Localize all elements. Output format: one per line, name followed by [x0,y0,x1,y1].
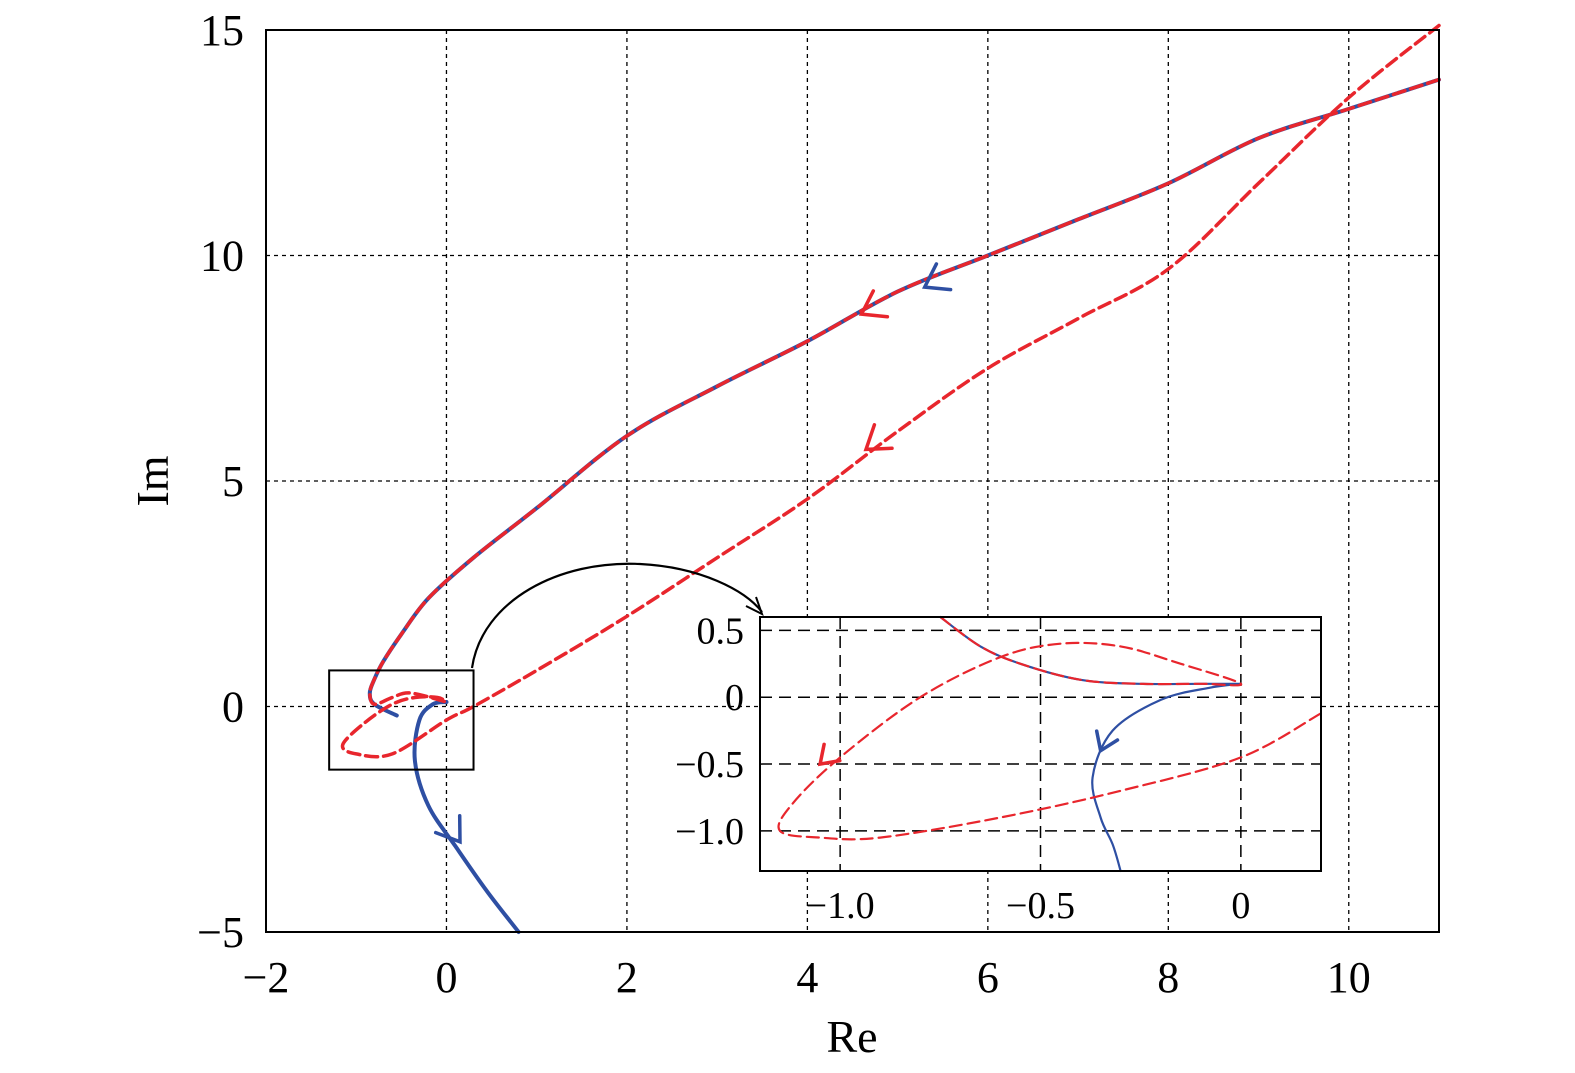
x-tick-label: 0 [435,953,457,1002]
inset-y-tick-label: −1.0 [675,811,744,853]
inset-series [777,615,1323,873]
blue-solid-locus-1 [1091,682,1242,873]
inset-y-tick-label: −0.5 [675,744,744,786]
red-direction-arrow-1 [858,289,890,319]
y-tick-label: 0 [222,683,244,732]
blue-direction-arrow-1 [1094,729,1120,754]
red-dashed-locus-1 [340,23,1441,759]
y-tick-label: 10 [200,232,244,281]
y-axis-label: Im [127,455,178,506]
inset-arrows [817,729,1120,767]
x-tick-label: −2 [243,953,290,1002]
zoom-connector-arrowhead [745,596,764,617]
main-series [340,23,1441,934]
zoom-box [328,669,475,771]
inset-x-tick-label: 0 [1231,885,1250,927]
x-axis-label: Re [826,1011,877,1062]
red-dashed-locus-0 [368,77,1441,706]
blue-solid-locus-1 [412,700,521,934]
x-tick-label: 8 [1157,953,1179,1002]
inset-x-tick-label: −0.5 [1006,885,1075,927]
blue-direction-arrow-3 [433,814,462,845]
x-tick-label: 6 [977,953,999,1002]
red-dashed-locus-0 [777,615,1323,841]
x-tick-label: 2 [616,953,638,1002]
y-tick-label: 5 [222,457,244,506]
inset-tick-labels: −1.0 −0.5 0 −1.0 −0.5 0 0.5 [675,610,1250,927]
inset-y-tick-label: 0.5 [697,610,745,652]
zoom-connector [470,562,763,669]
inset-x-tick-label: −1.0 [806,885,875,927]
blue-direction-arrow-0 [921,262,953,292]
x-tick-label: 4 [796,953,818,1002]
inset-y-tick-label: 0 [725,677,744,719]
inset-chart: −1.0 −0.5 0 −1.0 −0.5 0 0.5 [675,610,1323,927]
red-direction-arrow-0 [817,742,842,767]
main-arrows [433,262,953,845]
main-tick-labels: −2 0 2 4 6 8 10 −5 0 5 10 15 [197,6,1371,1002]
main-plot-frame [265,29,1440,933]
inset-frame [759,616,1322,872]
y-tick-label: 15 [200,6,244,55]
x-tick-label: 10 [1327,953,1371,1002]
red-direction-arrow-2 [863,423,894,452]
inset-grid [760,617,1321,871]
y-tick-label: −5 [197,908,244,957]
